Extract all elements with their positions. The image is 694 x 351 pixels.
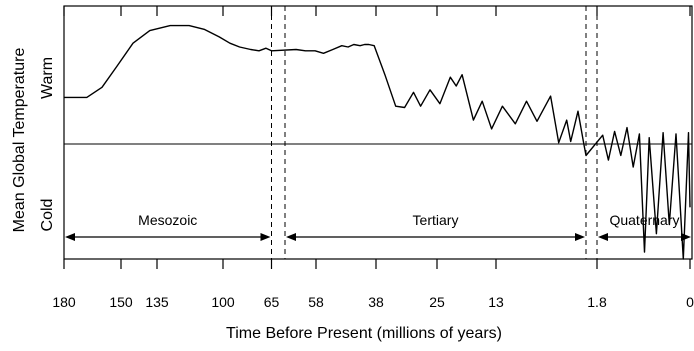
x-tick-label: 25: [429, 294, 445, 310]
x-axis-tick-labels: 180 150 135 100 65 58 38 25 13 1.8 0: [52, 294, 694, 310]
x-tick-label: 135: [145, 294, 169, 310]
x-tick-label: 100: [211, 294, 235, 310]
era-label: Quaternary: [609, 212, 679, 228]
era-arrowhead-left: [286, 233, 296, 241]
x-tick-label: 13: [488, 294, 504, 310]
x-tick-label: 0: [686, 294, 694, 310]
x-tick-label: 180: [52, 294, 76, 310]
x-axis-ticks: [63, 6, 691, 269]
x-tick-label: 65: [264, 294, 280, 310]
era-arrowhead-left: [65, 233, 75, 241]
plot-frame: [63, 5, 693, 260]
era-arrowhead-left: [598, 233, 608, 241]
x-axis-label: Time Before Present (millions of years): [226, 325, 502, 342]
era-label: Mesozoic: [138, 212, 197, 228]
era-arrowhead-right: [260, 233, 271, 241]
x-tick-label: 58: [308, 294, 324, 310]
era-label: Tertiary: [413, 212, 459, 228]
temperature-series-line: [64, 24, 691, 260]
x-tick-label: 38: [368, 294, 384, 310]
era-arrowhead-right: [575, 233, 585, 241]
x-tick-label: 1.8: [587, 294, 607, 310]
y-region-warm: Warm: [39, 57, 56, 99]
y-axis-label: Mean Global Temperature: [11, 48, 28, 233]
era-arrows: Mesozoic Tertiary Quaternary: [65, 212, 691, 241]
x-tick-label: 150: [109, 294, 133, 310]
y-region-cold: Cold: [39, 199, 56, 232]
era-dividers: [271, 6, 598, 259]
